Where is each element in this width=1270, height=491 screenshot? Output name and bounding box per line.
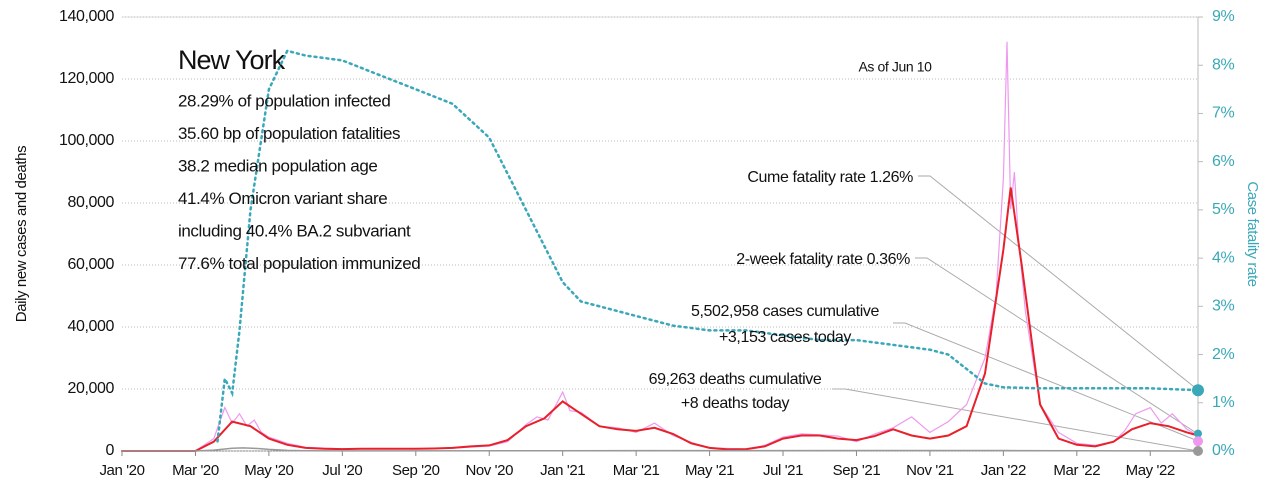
x-tick-label: Jan '20 (99, 462, 144, 479)
x-tick-label: Nov '20 (465, 462, 513, 479)
annotation: 2-week fatality rate 0.36% (736, 251, 910, 268)
x-tick-label: Nov '21 (906, 462, 954, 479)
x-tick-label: Jan '22 (981, 462, 1026, 479)
y2-tick-label: 6% (1212, 153, 1234, 170)
y-tick-label: 80,000 (67, 194, 114, 211)
end-marker (1192, 384, 1204, 397)
end-marker (1193, 436, 1203, 447)
y2-tick-label: 0% (1212, 442, 1234, 459)
leader-line (893, 322, 1199, 442)
annotation: +8 deaths today (681, 395, 790, 412)
leader-line (918, 175, 1199, 391)
x-tick-label: Sep '21 (833, 462, 881, 479)
stat-line: 38.2 median population age (178, 156, 377, 175)
annotation: +3,153 cases today (719, 329, 851, 346)
x-tick-label: Sep '20 (392, 462, 440, 479)
y-tick-label: 140,000 (59, 8, 115, 25)
y2-tick-label: 8% (1212, 56, 1234, 73)
leader-line (915, 257, 1199, 435)
y-tick-label: 60,000 (67, 256, 114, 273)
y2-tick-label: 7% (1212, 105, 1234, 122)
y-tick-label: 40,000 (67, 318, 114, 335)
annotation: 69,263 deaths cumulative (649, 371, 822, 388)
annotation: 5,502,958 cases cumulative (691, 303, 879, 320)
y2-tick-label: 2% (1212, 346, 1234, 363)
end-marker (1193, 445, 1203, 456)
y2-tick-label: 1% (1212, 394, 1234, 411)
stat-line: including 40.4% BA.2 subvariant (178, 221, 411, 240)
y-tick-label: 20,000 (67, 380, 114, 397)
stat-line: 77.6% total population immunized (178, 254, 420, 273)
series-line (121, 187, 1199, 452)
y-tick-label: 0 (106, 442, 115, 459)
y-tick-label: 100,000 (59, 132, 115, 149)
x-tick-label: Jul '20 (322, 462, 362, 479)
annotation: As of Jun 10 (858, 59, 932, 75)
x-tick-label: Mar '22 (1053, 462, 1100, 479)
x-tick-label: May '21 (685, 462, 734, 479)
annotation: Cume fatality rate 1.26% (747, 169, 913, 186)
y-tick-label: 120,000 (59, 70, 115, 87)
stat-line: 28.29% of population infected (178, 91, 390, 110)
y2-tick-label: 5% (1212, 201, 1234, 218)
x-tick-label: Jul '21 (763, 462, 803, 479)
x-tick-label: May '22 (1126, 462, 1175, 479)
chart-title: New York (178, 45, 286, 75)
y-axis-label: Daily new cases and deaths (13, 146, 30, 322)
x-tick-label: Jan '21 (540, 462, 585, 479)
y2-tick-label: 3% (1212, 298, 1234, 315)
x-tick-label: May '20 (244, 462, 293, 479)
series-line (216, 49, 1200, 443)
y2-tick-label: 4% (1212, 249, 1234, 266)
end-marker (1194, 429, 1202, 438)
stat-line: 35.60 bp of population fatalities (178, 124, 400, 143)
x-tick-label: Mar '20 (172, 462, 219, 479)
stat-line: 41.4% Omicron variant share (178, 189, 387, 208)
y2-tick-label: 9% (1212, 8, 1234, 25)
y2-axis-label: Case fatality rate (1244, 181, 1261, 286)
x-tick-label: Mar '21 (613, 462, 660, 479)
series-line (121, 447, 1199, 452)
